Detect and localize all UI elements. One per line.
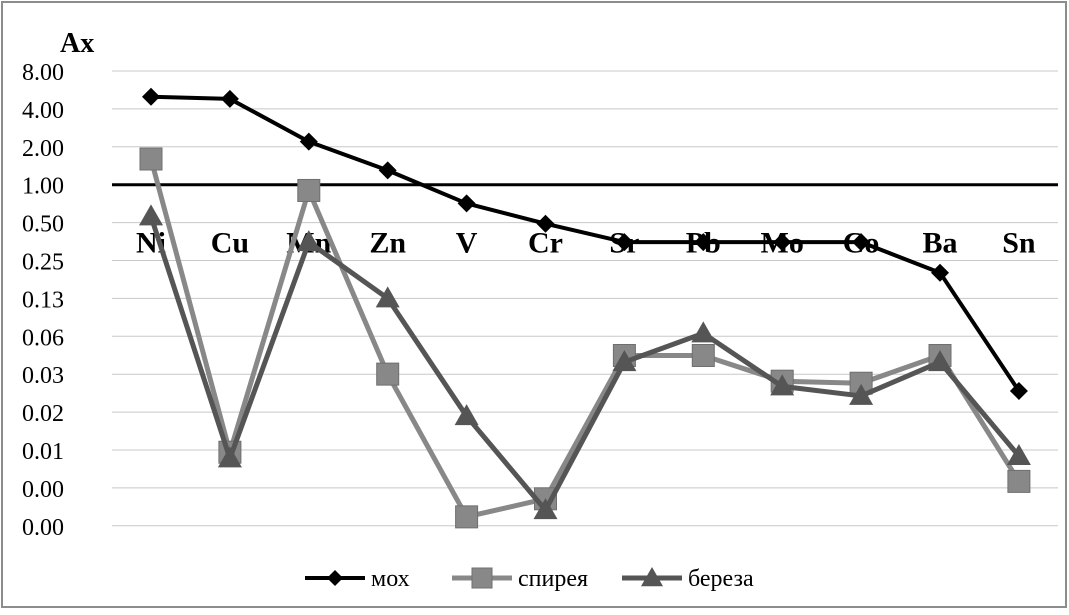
y-tick-label: 2.00: [22, 136, 64, 162]
y-tick-label: 1.00: [22, 174, 64, 200]
data-point-diamond: [142, 87, 160, 106]
legend: мох спирея береза: [305, 566, 754, 592]
data-point-square: [1007, 469, 1031, 493]
data-point-square: [455, 505, 479, 529]
data-point-diamond: [694, 233, 713, 252]
y-tick-label: 0.50: [22, 212, 64, 238]
data-point-triangle: [454, 404, 479, 426]
category-label: Ba: [922, 227, 957, 260]
data-point-square: [139, 147, 163, 171]
data-point-diamond: [327, 570, 343, 586]
data-point-triangle: [1006, 444, 1031, 466]
y-axis-label: Ax: [60, 28, 94, 59]
legend-label: спирея: [518, 566, 588, 592]
legend-entry: береза: [622, 566, 754, 592]
series-lines: [139, 87, 1031, 529]
data-point-diamond: [536, 214, 555, 233]
y-tick-labels: 8.00 4.00 2.00 1.00 0.50 0.25 0.13 0.06 0.03 0.02…: [22, 60, 64, 541]
data-point-square: [376, 362, 400, 386]
legend-entry: спирея: [452, 566, 588, 592]
data-point-triangle: [849, 383, 874, 405]
data-point-triangle: [296, 230, 321, 252]
category-label: Sn: [1002, 227, 1036, 260]
series-line: [150, 94, 1021, 393]
y-tick-label: 0.03: [22, 363, 64, 389]
data-point-square: [471, 567, 493, 589]
data-point-diamond: [1009, 381, 1028, 400]
y-tick-label: 0.13: [22, 287, 64, 313]
data-point-triangle: [770, 374, 795, 396]
data-point-triangle: [217, 446, 242, 468]
data-point-diamond: [852, 233, 871, 252]
series-triangle: [139, 204, 1031, 520]
data-point-diamond: [773, 233, 792, 252]
category-label: Cu: [211, 227, 249, 260]
data-point-square: [691, 343, 715, 367]
y-tick-label: 0.25: [22, 250, 64, 276]
data-point-triangle: [139, 204, 163, 226]
data-point-diamond: [457, 194, 476, 213]
data-point-triangle: [375, 286, 400, 308]
data-point-diamond: [378, 161, 397, 180]
data-point-triangle: [691, 321, 716, 343]
data-point-triangle: [641, 567, 663, 587]
data-point-triangle: [533, 498, 558, 520]
data-point-triangle: [612, 350, 637, 372]
data-point-diamond: [220, 89, 239, 108]
category-label: Zn: [369, 227, 406, 260]
y-tick-label: 4.00: [22, 98, 64, 124]
y-tick-label: 0.06: [22, 325, 64, 351]
series-line: [148, 215, 1021, 513]
y-tick-label: 0.02: [22, 401, 64, 427]
y-tick-label: 0.00: [22, 477, 64, 503]
data-point-square: [297, 178, 321, 202]
y-tick-label: 0.00: [22, 515, 64, 541]
data-point-triangle: [928, 350, 952, 372]
legend-entry: мох: [305, 566, 410, 592]
legend-label: мох: [371, 566, 410, 592]
data-point-diamond: [615, 233, 634, 252]
data-point-diamond: [299, 132, 318, 151]
y-tick-label: 0.01: [22, 439, 64, 465]
legend-label: береза: [688, 566, 754, 592]
series-line: [148, 158, 1022, 520]
series-diamond: [142, 87, 1028, 400]
y-tick-label: 8.00: [22, 60, 64, 86]
data-point-diamond: [931, 263, 949, 282]
category-label: V: [456, 227, 478, 260]
grid-lines: [112, 70, 1058, 527]
